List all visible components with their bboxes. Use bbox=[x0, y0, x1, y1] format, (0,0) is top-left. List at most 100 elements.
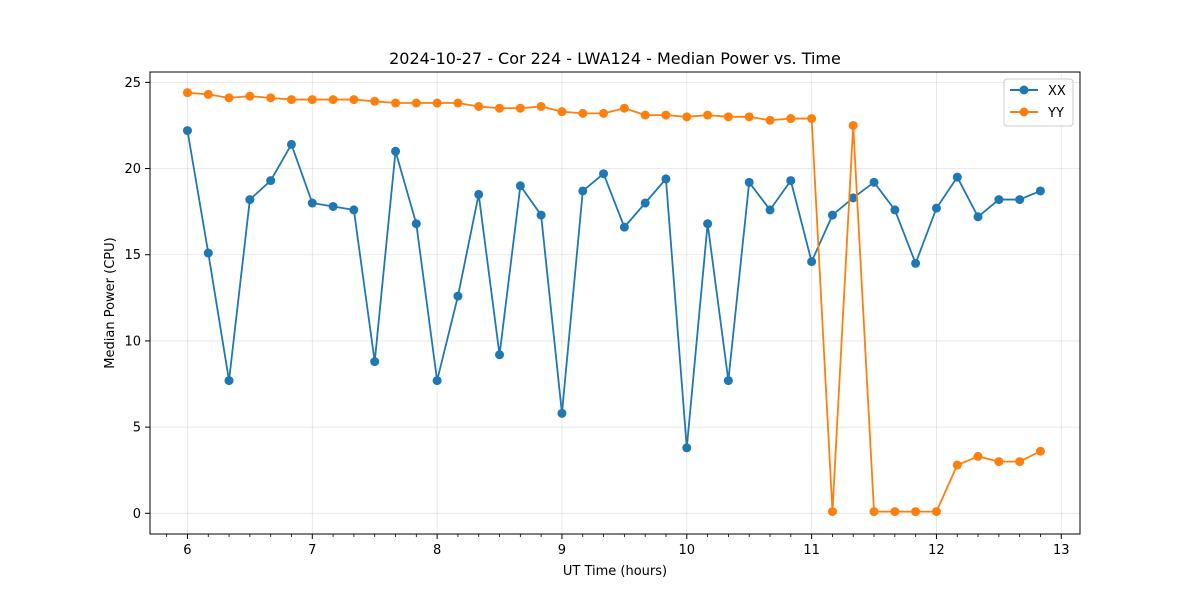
chart-title: 2024-10-27 - Cor 224 - LWA124 - Median P… bbox=[389, 49, 841, 68]
data-point-yy bbox=[432, 98, 442, 108]
data-point-xx bbox=[578, 186, 588, 196]
data-point-yy bbox=[349, 95, 359, 105]
x-tick-label: 6 bbox=[183, 543, 191, 558]
data-point-yy bbox=[599, 108, 609, 118]
data-point-yy bbox=[266, 93, 276, 103]
y-tick-label: 5 bbox=[133, 421, 141, 436]
data-point-xx bbox=[723, 376, 733, 386]
grid bbox=[150, 72, 1080, 534]
data-point-xx bbox=[245, 195, 255, 205]
data-point-xx bbox=[515, 181, 525, 191]
data-point-yy bbox=[619, 103, 629, 113]
data-point-xx bbox=[619, 222, 629, 232]
data-point-xx bbox=[994, 195, 1004, 205]
y-tick-label: 15 bbox=[124, 248, 141, 263]
data-point-xx bbox=[286, 139, 296, 149]
data-point-yy bbox=[495, 103, 505, 113]
data-point-yy bbox=[640, 110, 650, 120]
y-axis-label: Median Power (CPU) bbox=[103, 237, 118, 368]
data-point-yy bbox=[203, 89, 213, 99]
series-layer bbox=[182, 88, 1045, 517]
legend-label-xx: XX bbox=[1048, 84, 1066, 99]
data-point-xx bbox=[266, 176, 276, 186]
data-point-xx bbox=[349, 205, 359, 215]
legend-label-yy: YY bbox=[1047, 106, 1064, 121]
data-point-yy bbox=[890, 507, 900, 517]
data-point-yy bbox=[661, 110, 671, 120]
data-point-yy bbox=[515, 103, 525, 113]
data-point-yy bbox=[703, 110, 713, 120]
data-point-yy bbox=[411, 98, 421, 108]
y-tick-label: 10 bbox=[124, 334, 141, 349]
data-point-yy bbox=[1015, 457, 1025, 467]
data-point-yy bbox=[952, 460, 962, 470]
data-point-xx bbox=[536, 210, 546, 220]
x-tick-label: 8 bbox=[433, 543, 441, 558]
data-point-xx bbox=[703, 219, 713, 229]
y-tick-label: 0 bbox=[133, 507, 141, 522]
legend-marker-xx bbox=[1019, 85, 1029, 95]
x-tick-label: 7 bbox=[308, 543, 316, 558]
data-point-yy bbox=[682, 112, 692, 122]
data-point-yy bbox=[994, 457, 1004, 467]
data-point-xx bbox=[744, 177, 754, 187]
data-point-xx bbox=[453, 291, 463, 301]
data-point-xx bbox=[682, 443, 692, 453]
data-point-yy bbox=[245, 91, 255, 101]
data-point-yy bbox=[827, 507, 837, 517]
data-point-xx bbox=[599, 169, 609, 179]
data-point-xx bbox=[952, 172, 962, 182]
data-point-yy bbox=[182, 88, 192, 98]
data-point-yy bbox=[807, 114, 817, 124]
data-point-xx bbox=[827, 210, 837, 220]
data-point-xx bbox=[411, 219, 421, 229]
data-point-xx bbox=[661, 174, 671, 184]
data-point-xx bbox=[765, 205, 775, 215]
data-point-xx bbox=[495, 350, 505, 360]
data-point-yy bbox=[474, 101, 484, 111]
data-point-xx bbox=[557, 408, 567, 418]
data-point-xx bbox=[640, 198, 650, 208]
data-point-xx bbox=[432, 376, 442, 386]
data-point-xx bbox=[391, 146, 401, 156]
data-point-xx bbox=[307, 198, 317, 208]
data-point-yy bbox=[557, 107, 567, 117]
data-point-yy bbox=[723, 112, 733, 122]
data-point-xx bbox=[370, 357, 380, 367]
data-point-yy bbox=[453, 98, 463, 108]
data-point-xx bbox=[474, 189, 484, 199]
data-point-xx bbox=[911, 258, 921, 268]
x-tick-label: 9 bbox=[558, 543, 566, 558]
data-point-yy bbox=[536, 101, 546, 111]
data-point-yy bbox=[328, 95, 338, 105]
data-point-xx bbox=[807, 257, 817, 267]
data-point-xx bbox=[890, 205, 900, 215]
data-point-xx bbox=[1015, 195, 1025, 205]
axes: 6 7 8 9 10 11 12 13 0 5 10 15 20 25 bbox=[124, 76, 1069, 558]
x-tick-label: 11 bbox=[803, 543, 820, 558]
data-point-yy bbox=[370, 96, 380, 106]
data-point-yy bbox=[765, 115, 775, 125]
data-point-yy bbox=[931, 507, 941, 517]
data-point-yy bbox=[848, 120, 858, 130]
plot-frame bbox=[149, 71, 1081, 535]
legend: XX YY bbox=[1003, 78, 1074, 127]
x-tick-label: 12 bbox=[928, 543, 945, 558]
data-point-xx bbox=[203, 248, 213, 258]
data-point-xx bbox=[786, 176, 796, 186]
data-point-xx bbox=[931, 203, 941, 213]
data-point-yy bbox=[286, 95, 296, 105]
data-point-yy bbox=[786, 114, 796, 124]
data-point-xx bbox=[973, 212, 983, 222]
data-point-xx bbox=[328, 201, 338, 211]
data-point-xx bbox=[848, 193, 858, 203]
legend-marker-yy bbox=[1019, 107, 1029, 117]
data-point-yy bbox=[1035, 446, 1045, 456]
data-point-yy bbox=[307, 95, 317, 105]
data-point-xx bbox=[869, 177, 879, 187]
data-point-yy bbox=[973, 451, 983, 461]
data-point-yy bbox=[224, 93, 234, 103]
data-point-yy bbox=[391, 98, 401, 108]
y-tick-label: 20 bbox=[124, 162, 141, 177]
